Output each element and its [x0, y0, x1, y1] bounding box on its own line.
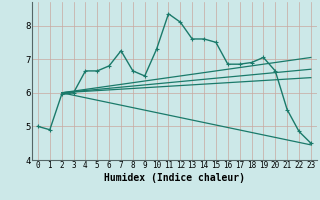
X-axis label: Humidex (Indice chaleur): Humidex (Indice chaleur) [104, 173, 245, 183]
